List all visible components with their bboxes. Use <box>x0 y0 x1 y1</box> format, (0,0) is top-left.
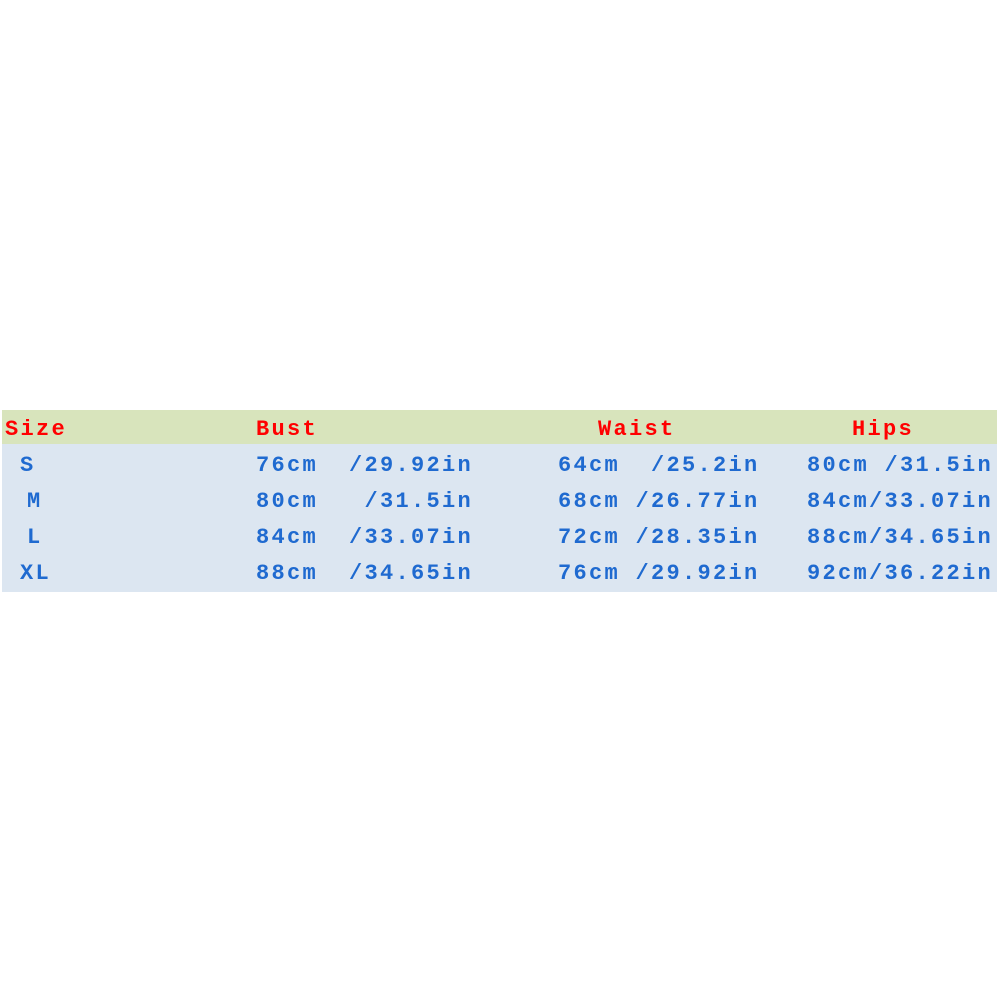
size-cell: M <box>27 489 43 514</box>
size-cell: XL <box>20 561 52 586</box>
table-header-row <box>2 410 997 444</box>
header-size: Size <box>5 417 68 442</box>
waist-cell: 72cm /28.35in <box>558 525 760 550</box>
size-cell: L <box>27 525 43 550</box>
size-cell: S <box>20 453 36 478</box>
waist-cell: 64cm /25.2in <box>558 453 760 478</box>
waist-cell: 68cm /26.77in <box>558 489 760 514</box>
bust-cell: 88cm /34.65in <box>256 561 474 586</box>
header-waist: Waist <box>598 417 676 442</box>
hips-cell: 80cm /31.5in <box>807 453 994 478</box>
bust-cell: 80cm /31.5in <box>256 489 474 514</box>
hips-cell: 84cm/33.07in <box>807 489 994 514</box>
hips-cell: 92cm/36.22in <box>807 561 994 586</box>
header-bust: Bust <box>256 417 319 442</box>
bust-cell: 84cm /33.07in <box>256 525 474 550</box>
table-body <box>2 444 997 592</box>
hips-cell: 88cm/34.65in <box>807 525 994 550</box>
waist-cell: 76cm /29.92in <box>558 561 760 586</box>
bust-cell: 76cm /29.92in <box>256 453 474 478</box>
header-hips: Hips <box>852 417 915 442</box>
